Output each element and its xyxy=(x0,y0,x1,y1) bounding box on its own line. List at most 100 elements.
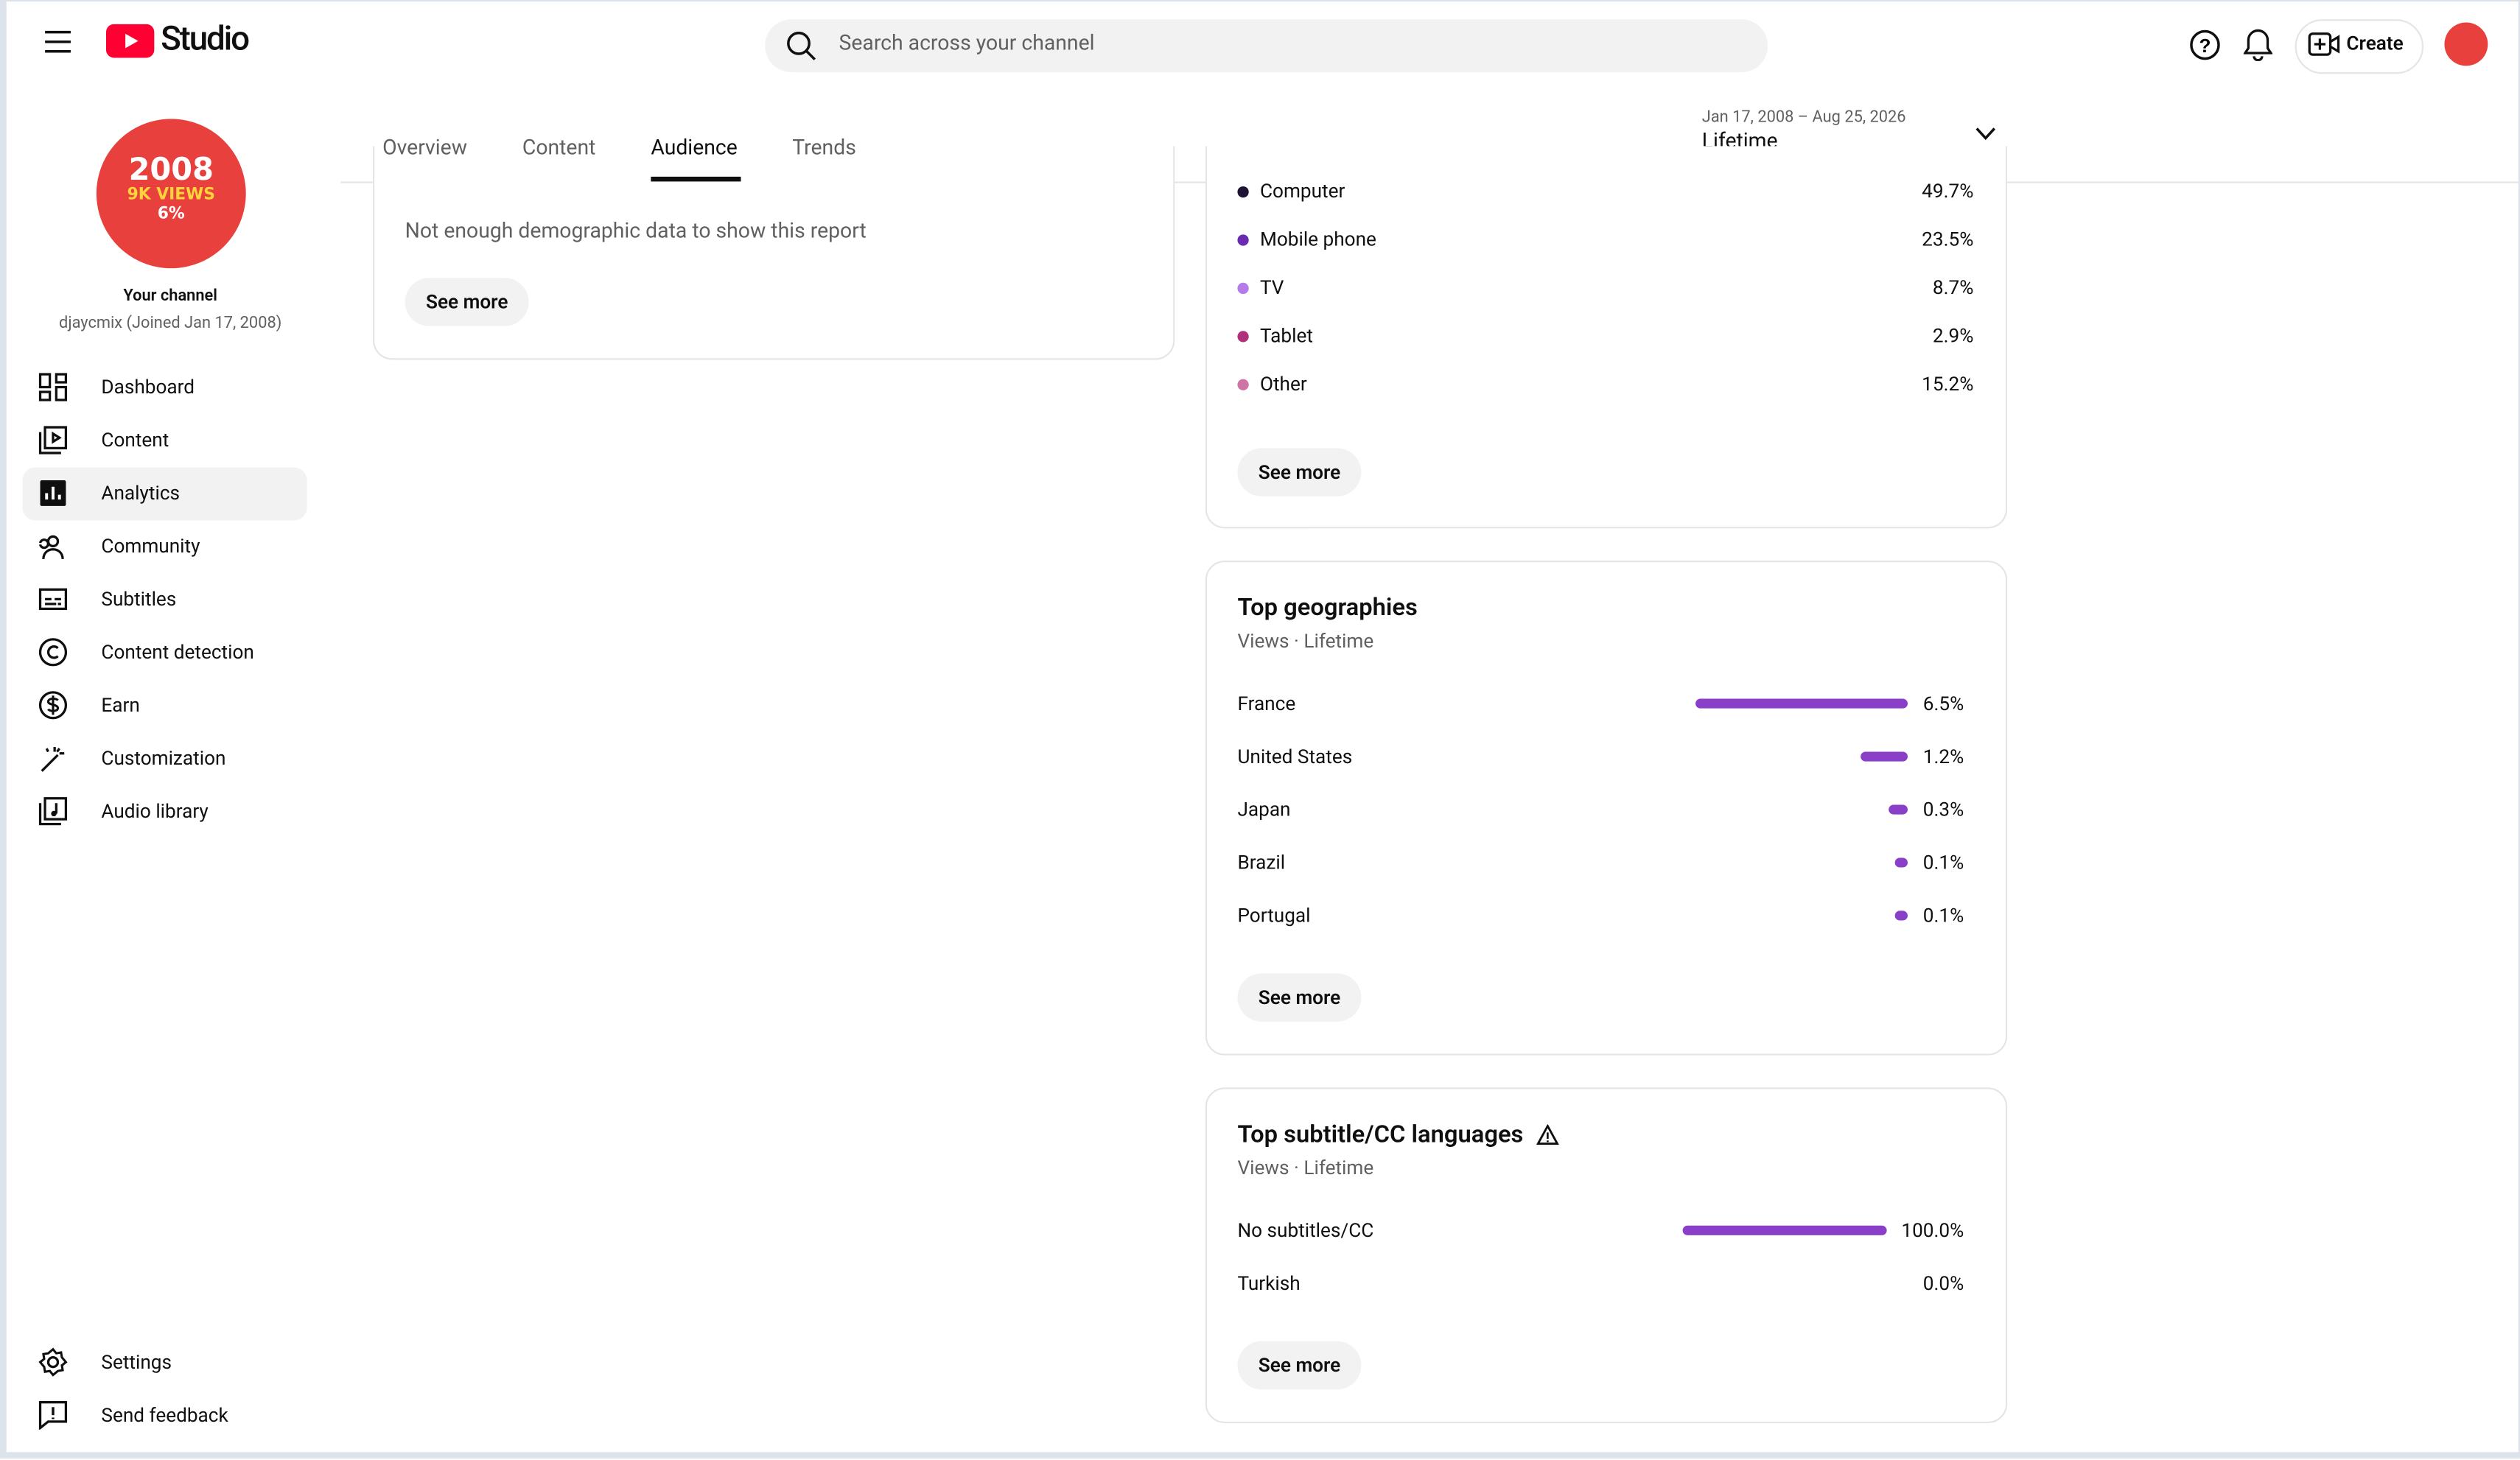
nav-icon xyxy=(38,1347,68,1377)
svg-text:?: ? xyxy=(2199,35,2211,57)
nav-icon xyxy=(40,480,66,506)
nav-label: Community xyxy=(101,535,200,558)
nav-label: Analytics xyxy=(101,482,181,505)
tab[interactable]: Audience xyxy=(651,136,738,161)
row-name: France xyxy=(1237,692,1296,715)
account-avatar[interactable] xyxy=(2444,22,2488,66)
device-name: Computer xyxy=(1259,180,1345,203)
geographies-card xyxy=(1205,561,2008,1056)
nav-item[interactable]: Customization xyxy=(23,732,307,785)
nav-label: Subtitles xyxy=(101,588,177,611)
logo-icon[interactable] xyxy=(105,24,155,58)
tab[interactable]: Content xyxy=(522,136,596,161)
search-icon xyxy=(787,31,816,60)
row-name: No subtitles/CC xyxy=(1237,1219,1374,1242)
row-name: Portugal xyxy=(1237,904,1311,927)
legend-dot xyxy=(1237,379,1249,390)
legend-dot xyxy=(1237,234,1249,246)
nav-icon xyxy=(38,426,68,455)
nav-item[interactable]: Subtitles xyxy=(23,573,307,626)
create-icon xyxy=(2308,32,2340,56)
channel-avatar[interactable]: 2008 9K VIEWS 6% xyxy=(96,119,246,269)
dropdown-icon[interactable] xyxy=(1975,127,1996,141)
tab[interactable]: Overview xyxy=(382,136,468,161)
nav-item[interactable]: Content xyxy=(23,415,307,468)
nav-icon xyxy=(38,588,68,611)
device-share: 8.7% xyxy=(1932,276,1974,299)
card-title: Top geographies xyxy=(1237,592,1418,622)
row-name: Turkish xyxy=(1237,1272,1301,1295)
row-name: United States xyxy=(1237,745,1353,768)
row-share: 6.5% xyxy=(1922,692,1964,715)
card-subtitle: Views · Lifetime xyxy=(1237,1157,1374,1179)
help-icon[interactable]: ? xyxy=(2189,29,2222,61)
row-name: Brazil xyxy=(1237,851,1286,874)
device-name: Mobile phone xyxy=(1259,228,1376,251)
nav-icon xyxy=(38,691,68,720)
create-button[interactable] xyxy=(2295,19,2424,74)
see-more-button[interactable]: See more xyxy=(1237,973,1362,1022)
channel-subtitle: djaycmix (Joined Jan 17, 2008) xyxy=(59,315,282,333)
nav-icon xyxy=(38,797,68,826)
nav-label: Audio library xyxy=(101,799,209,823)
legend-dot xyxy=(1237,331,1249,343)
menu-icon[interactable] xyxy=(45,30,71,53)
nav-icon xyxy=(41,746,65,772)
warning-icon[interactable] xyxy=(1536,1124,1559,1145)
row-share: 1.2% xyxy=(1922,745,1964,768)
see-more-button[interactable]: See more xyxy=(1237,1341,1362,1390)
create-label: Create xyxy=(2346,32,2404,55)
nav-item[interactable]: Audio library xyxy=(23,785,307,838)
row-share: 0.1% xyxy=(1922,904,1964,927)
nav-label: Content xyxy=(101,429,169,452)
nav-label: Content detection xyxy=(101,641,254,664)
device-name: Other xyxy=(1259,372,1307,396)
avatar-text: 2008 xyxy=(128,152,214,189)
avatar-text: 6% xyxy=(157,206,185,224)
device-name: Tablet xyxy=(1259,324,1313,348)
nav-icon xyxy=(38,373,68,401)
tab[interactable]: Trends xyxy=(792,136,856,161)
card-title: Top subtitle/CC languages xyxy=(1237,1119,1524,1149)
nav-label: Earn xyxy=(101,694,140,717)
demographics-message: Not enough demographic data to show this… xyxy=(405,220,867,245)
bar-layer xyxy=(1682,698,1908,1235)
card-subtitle: Views · Lifetime xyxy=(1237,629,1374,653)
see-more-button[interactable]: See more xyxy=(1237,448,1362,496)
nav-icon xyxy=(38,532,67,561)
device-name: TV xyxy=(1259,276,1284,299)
device-share: 15.2% xyxy=(1922,372,1974,396)
nav-item[interactable]: Analytics xyxy=(22,467,307,521)
row-share: 0.0% xyxy=(1922,1272,1964,1295)
search-placeholder: Search across your channel xyxy=(839,32,1095,57)
avatar-text: 9K VIEWS xyxy=(127,186,215,204)
date-range: Jan 17, 2008 – Aug 25, 2026 xyxy=(1701,109,1906,127)
nav-item[interactable]: Send feedback xyxy=(23,1389,307,1442)
nav-icon xyxy=(38,638,68,667)
nav-label: Settings xyxy=(101,1350,172,1374)
nav-item[interactable]: Content detection xyxy=(23,626,307,679)
search-box[interactable] xyxy=(765,19,1768,73)
nav-icon xyxy=(38,1401,68,1430)
nav-item[interactable]: Dashboard xyxy=(23,362,307,415)
nav-label: Dashboard xyxy=(101,376,195,399)
row-share: 0.3% xyxy=(1922,798,1964,821)
subtitles-card xyxy=(1205,1087,2008,1424)
device-share: 23.5% xyxy=(1922,228,1974,251)
device-share: 49.7% xyxy=(1922,180,1974,203)
tab-underline xyxy=(651,176,741,182)
bell-icon[interactable] xyxy=(2243,27,2273,61)
nav-item[interactable]: Settings xyxy=(23,1336,307,1389)
see-more-button[interactable]: See more xyxy=(405,278,529,326)
legend-dot xyxy=(1237,282,1249,295)
nav-label: Customization xyxy=(101,746,226,770)
channel-title: Your channel xyxy=(123,287,217,306)
row-share: 100.0% xyxy=(1901,1219,1964,1242)
nav-label: Send feedback xyxy=(101,1403,228,1427)
row-name: Japan xyxy=(1237,798,1291,821)
nav-item[interactable]: Earn xyxy=(23,679,307,732)
nav-item[interactable]: Community xyxy=(23,521,307,574)
device-share: 2.9% xyxy=(1932,324,1974,348)
logo-text[interactable]: Studio xyxy=(161,21,250,60)
